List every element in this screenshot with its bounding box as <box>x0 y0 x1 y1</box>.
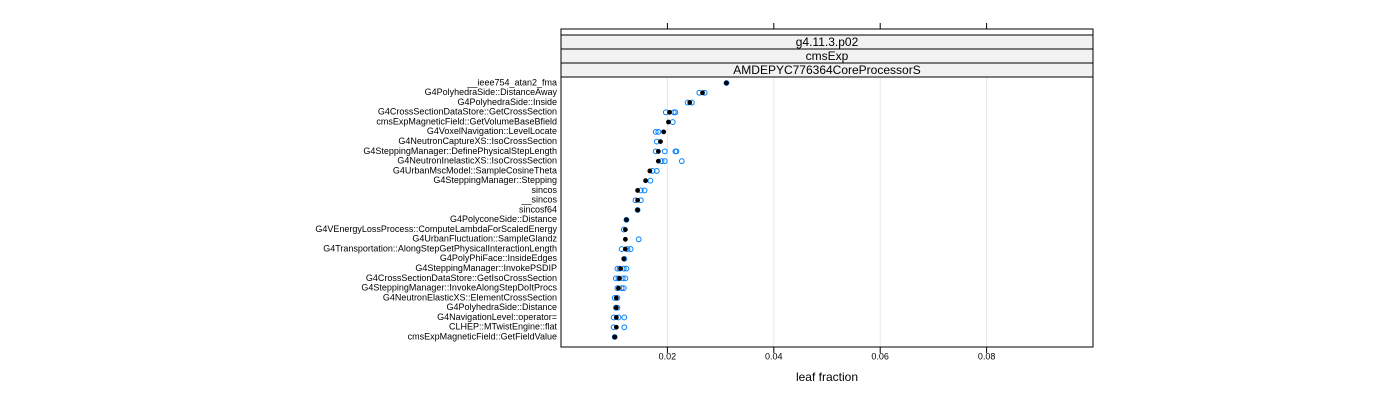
y-tick-label: cmsExpMagneticField::GetVolumeBaseBfield <box>376 116 557 126</box>
run-point <box>655 128 662 135</box>
run-point <box>653 168 660 174</box>
run-point <box>673 148 680 155</box>
y-tick-label: sincos <box>531 185 557 195</box>
y-tick-label: G4SteppingManager::InvokeAlongStepDoItPr… <box>361 283 557 293</box>
summary-point <box>655 148 661 154</box>
summary-point <box>613 295 619 301</box>
y-tick-label: G4VoxelNavigation::LevelLocate <box>427 126 557 136</box>
y-tick-label: sincosf64 <box>519 204 557 214</box>
summary-point <box>658 139 663 145</box>
summary-point <box>643 178 648 184</box>
x-axis-label: leaf fraction <box>796 370 858 384</box>
y-tick-label: G4Transportation::AlongStepGetPhysicalIn… <box>323 243 557 253</box>
strip-label: cmsExp <box>806 49 849 63</box>
summary-point <box>700 90 705 96</box>
x-tick-label: 0.06 <box>871 351 889 361</box>
y-tick-label: G4NeutronElasticXS::ElementCrossSection <box>383 292 557 302</box>
run-point <box>627 246 634 252</box>
y-tick-label: G4NeutronCaptureXS::IsoCrossSection <box>398 136 557 146</box>
x-tick-label: 0.04 <box>765 351 783 361</box>
summary-point <box>618 266 623 272</box>
y-tick-label: G4PolyconeSide::Distance <box>450 214 557 224</box>
run-point <box>623 265 630 272</box>
summary-point <box>724 80 729 86</box>
summary-point <box>635 207 641 213</box>
y-tick-label: G4NeutronInelasticXS::IsoCrossSection <box>397 156 557 166</box>
summary-point <box>635 197 641 203</box>
y-tick-label: __sincos <box>520 195 557 205</box>
summary-point <box>617 275 622 281</box>
summary-point <box>622 227 628 232</box>
run-point <box>661 158 668 165</box>
summary-point <box>622 246 628 252</box>
run-point <box>652 128 659 135</box>
y-tick-label: G4UrbanMscModel::SampleCosineTheta <box>393 165 557 175</box>
summary-point <box>612 334 618 340</box>
run-point <box>641 187 648 194</box>
summary-point <box>666 119 671 125</box>
summary-point <box>635 188 641 193</box>
run-point <box>678 158 685 165</box>
run-point <box>661 148 668 155</box>
strip <box>560 62 1094 78</box>
y-tick-label: G4PolyhedraSide::Distance <box>446 302 557 312</box>
summary-point <box>622 236 628 242</box>
y-tick-label: G4PolyPhiFace::InsideEdges <box>440 253 558 263</box>
y-tick-label: G4CrossSectionDataStore::GetCrossSection <box>378 107 557 117</box>
run-point <box>621 324 628 331</box>
panel-frame <box>560 28 1094 348</box>
y-tick-label: G4UrbanFluctuation::SampleGlandz <box>412 234 557 244</box>
x-tick-label: 0.08 <box>978 351 996 361</box>
summary-point <box>613 324 619 330</box>
y-tick-label: __ieee754_atan2_fma <box>466 77 557 87</box>
summary-point <box>687 100 693 105</box>
y-tick-label: G4PolyhedraSide::Inside <box>457 97 557 107</box>
summary-point <box>647 168 653 174</box>
summary-point <box>667 109 672 115</box>
run-point <box>635 236 642 243</box>
strip-label: g4.11.3.p02 <box>796 35 859 49</box>
strip-label: AMDEPYC776364CoreProcessorS <box>733 63 920 77</box>
summary-point <box>621 256 627 262</box>
run-point <box>620 285 627 292</box>
run-point <box>621 314 628 321</box>
y-tick-label: G4PolyhedraSide::DistanceAway <box>425 87 558 97</box>
run-point <box>672 109 679 116</box>
summary-point <box>655 158 661 164</box>
summary-point <box>624 217 629 223</box>
summary-point <box>616 285 621 291</box>
y-tick-label: G4NavigationLevel::operator= <box>437 312 557 322</box>
y-tick-label: G4SteppingManager::DefinePhysicalStepLen… <box>363 146 557 156</box>
y-tick-label: CLHEP::MTwistEngine::flat <box>449 322 558 332</box>
summary-point <box>613 305 619 311</box>
x-tick-label: 0.02 <box>659 351 677 361</box>
y-tick-label: G4SteppingManager::InvokePSDIP <box>415 263 557 273</box>
y-tick-label: G4VEnergyLossProcess::ComputeLambdaForSc… <box>315 224 557 234</box>
run-point <box>622 275 629 282</box>
summary-point <box>613 315 619 320</box>
y-tick-label: G4SteppingManager::Stepping <box>433 175 557 185</box>
summary-point <box>661 129 667 135</box>
y-tick-label: G4CrossSectionDataStore::GetIsoCrossSect… <box>366 273 557 283</box>
y-tick-label: cmsExpMagneticField::GetFieldValue <box>408 331 557 341</box>
